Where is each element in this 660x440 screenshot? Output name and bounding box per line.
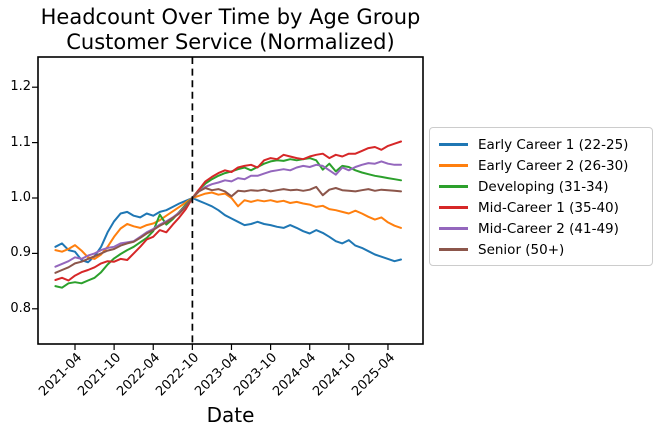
legend-label: Early Career 2 (26-30) [478, 157, 629, 174]
legend-item: Mid-Career 1 (35-40) [439, 197, 652, 218]
legend-line-sample [439, 143, 468, 146]
legend-line-sample [439, 206, 468, 209]
series-line-4 [54, 160, 402, 268]
y-tick-label: 1.0 [10, 190, 31, 205]
legend-label: Senior (50+) [478, 241, 565, 258]
series-line-5 [54, 185, 402, 274]
legend-label: Mid-Career 1 (35-40) [478, 199, 619, 216]
series-line-1 [54, 191, 402, 260]
legend-item: Early Career 2 (26-30) [439, 155, 652, 176]
legend-item: Early Career 1 (22-25) [439, 134, 652, 155]
series-line-2 [54, 157, 402, 289]
plot-border [37, 56, 424, 345]
legend-item: Mid-Career 2 (41-49) [439, 218, 652, 239]
x-axis-label: Date [206, 403, 255, 427]
legend-line-sample [439, 185, 468, 188]
x-tick-label: 2024-04 [270, 350, 320, 400]
chart-subtitle: Customer Service (Normalized) [66, 30, 395, 54]
legend-line-sample [439, 248, 468, 251]
x-tick-label: 2024-10 [309, 350, 359, 400]
legend-item: Developing (31-34) [439, 176, 652, 197]
legend-line-sample [439, 164, 468, 167]
series-line-0 [54, 197, 402, 264]
plot-area [32, 56, 424, 350]
y-tick-label: 1.1 [10, 134, 31, 150]
y-tick-label: 1.2 [10, 79, 31, 95]
legend: Early Career 1 (22-25) Early Career 2 (2… [429, 127, 653, 266]
series-line-3 [54, 140, 402, 282]
legend-line-sample [439, 227, 468, 230]
legend-label: Developing (31-34) [478, 178, 609, 195]
legend-label: Mid-Career 2 (41-49) [478, 220, 619, 237]
y-tick-label: 0.8 [10, 300, 31, 316]
chart-title: Headcount Over Time by Age Group [40, 5, 421, 29]
y-tick-label: 0.9 [10, 245, 31, 261]
legend-item: Senior (50+) [439, 239, 652, 260]
legend-label: Early Career 1 (22-25) [478, 136, 629, 153]
